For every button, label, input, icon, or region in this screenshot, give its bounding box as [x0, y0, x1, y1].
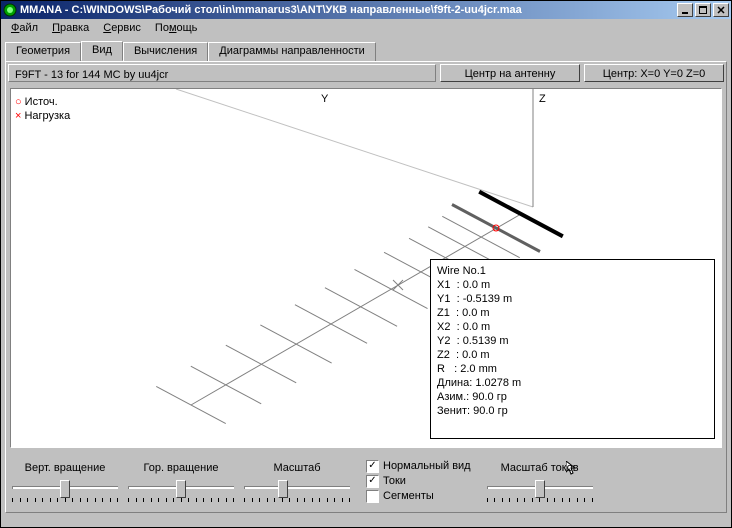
titlebar: MMANA - C:\WINDOWS\Рабочий стол\in\mmana…	[1, 1, 731, 19]
menu-help[interactable]: Помощь	[149, 20, 204, 36]
hor-rotation-label: Гор. вращение	[143, 462, 218, 474]
tab-diagrams[interactable]: Диаграммы направленности	[208, 42, 376, 62]
tab-strip: Геометрия Вид Вычисления Диаграммы напра…	[5, 41, 727, 61]
wire-info-tooltip: Wire No.1 X1 : 0.0 m Y1 : -0.5139 m Z1 :…	[430, 259, 715, 439]
antenna-canvas[interactable]: ○Источ. ×Нагрузка Y Z Wire No.1 X1 : 0.0…	[10, 88, 722, 448]
vert-rotation-slider[interactable]	[10, 478, 120, 498]
tab-geometry[interactable]: Геометрия	[5, 42, 81, 62]
menu-file[interactable]: Файл	[5, 20, 44, 36]
tab-panel-view: F9FT - 13 for 144 MC by uu4jcr Центр на …	[5, 61, 727, 513]
currents-checkbox[interactable]: ✓ Токи	[366, 475, 471, 488]
minimize-button[interactable]	[677, 3, 693, 17]
center-origin-button[interactable]: Центр: X=0 Y=0 Z=0	[584, 64, 724, 82]
vert-rotation-label: Верт. вращение	[25, 462, 106, 474]
wire-title: Wire No.1	[437, 264, 708, 278]
menu-service[interactable]: Сервис	[97, 20, 147, 36]
segments-checkbox[interactable]: Сегменты	[366, 490, 471, 503]
bottom-controls: Верт. вращение Гор. вращение Масштаб	[10, 452, 722, 508]
scale-label: Масштаб	[273, 462, 320, 474]
tab-view[interactable]: Вид	[81, 41, 123, 61]
hor-rotation-slider[interactable]	[126, 478, 236, 498]
scale-slider[interactable]	[242, 478, 352, 498]
app-icon	[3, 3, 17, 17]
center-antenna-button[interactable]: Центр на антенну	[440, 64, 580, 82]
scale-currents-slider[interactable]	[485, 478, 595, 498]
model-name-label: F9FT - 13 for 144 MC by uu4jcr	[8, 64, 436, 82]
close-button[interactable]	[713, 3, 729, 17]
menubar: Файл Правка Сервис Помощь	[1, 19, 731, 37]
window-title: MMANA - C:\WINDOWS\Рабочий стол\in\mmana…	[20, 4, 677, 16]
scale-currents-label: Масштаб токов	[501, 462, 579, 474]
normal-view-checkbox[interactable]: ✓ Нормальный вид	[366, 460, 471, 473]
maximize-button[interactable]	[695, 3, 711, 17]
tab-calc[interactable]: Вычисления	[123, 42, 208, 62]
menu-edit[interactable]: Правка	[46, 20, 95, 36]
